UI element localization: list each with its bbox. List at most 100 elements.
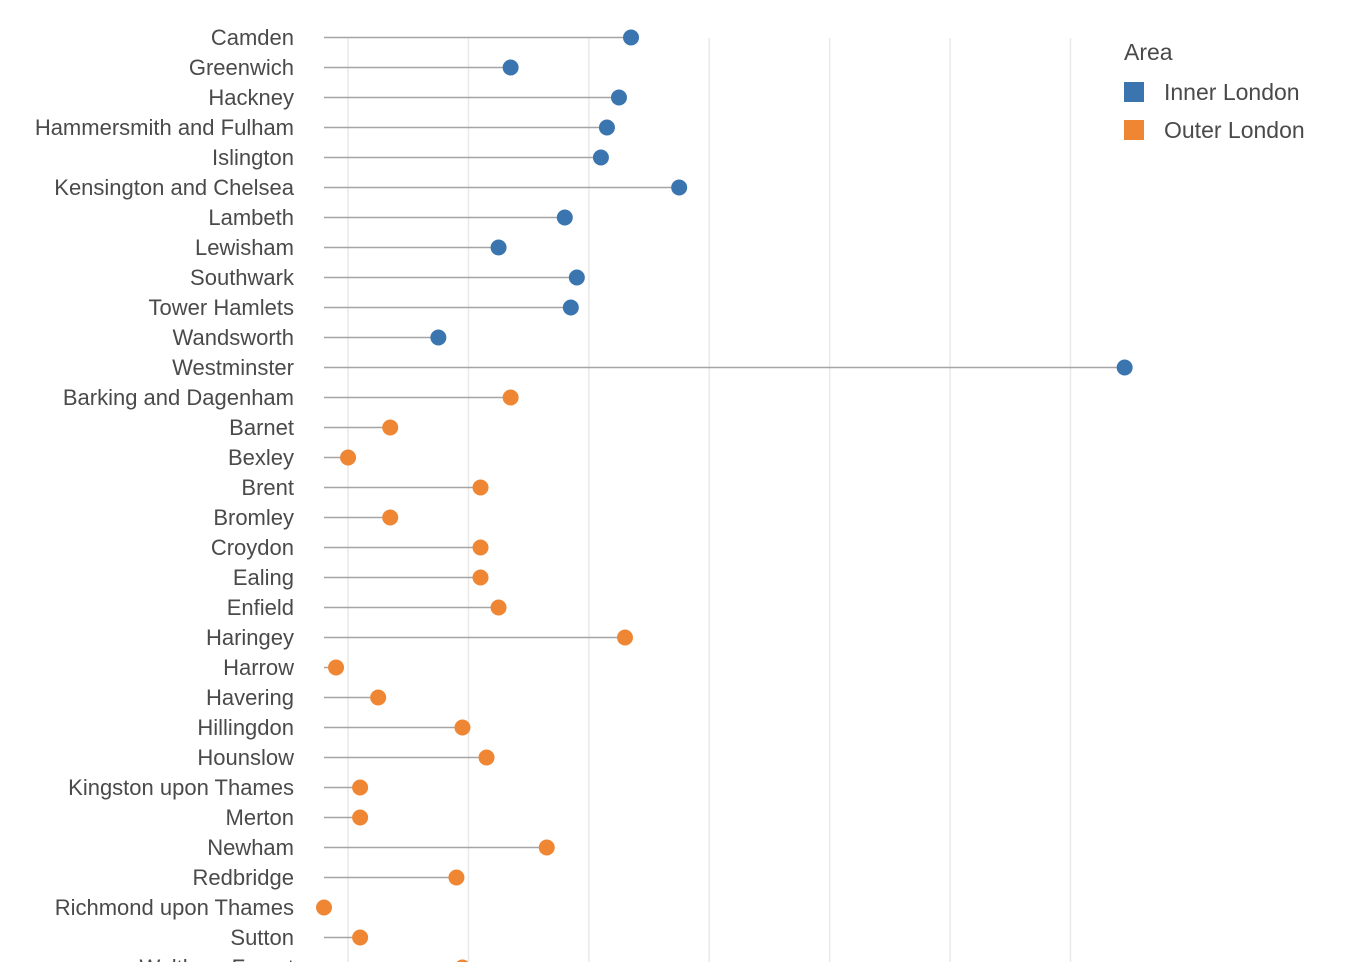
- category-label: Sutton: [230, 925, 294, 950]
- legend-item-inner-london[interactable]: Inner London: [1124, 79, 1300, 105]
- row-haringey: Haringey: [206, 625, 633, 650]
- category-label: Bromley: [213, 505, 294, 530]
- category-label: Hillingdon: [197, 715, 294, 740]
- lollipop-dot[interactable]: [617, 629, 633, 646]
- row-richmond-upon-thames: Richmond upon Thames: [55, 895, 332, 920]
- row-camden: Camden: [211, 25, 640, 50]
- category-label: Bexley: [228, 445, 294, 470]
- lollipop-dot[interactable]: [671, 179, 688, 196]
- category-label: Havering: [206, 685, 294, 710]
- legend-swatch: [1124, 120, 1144, 140]
- lollipop-dot[interactable]: [623, 29, 640, 46]
- row-bexley: Bexley: [228, 445, 357, 470]
- row-kensington-and-chelsea: Kensington and Chelsea: [54, 175, 688, 200]
- category-label: Kensington and Chelsea: [54, 175, 294, 200]
- category-label: Tower Hamlets: [149, 295, 294, 320]
- lollipop-dot[interactable]: [478, 749, 495, 766]
- lollipop-dot[interactable]: [352, 929, 369, 946]
- lollipop-dot[interactable]: [592, 149, 609, 166]
- lollipop-dot[interactable]: [382, 419, 399, 436]
- row-hammersmith-and-fulham: Hammersmith and Fulham: [35, 115, 615, 140]
- category-label: Richmond upon Thames: [55, 895, 294, 920]
- lollipop-dot[interactable]: [340, 449, 357, 466]
- row-brent: Brent: [241, 475, 489, 500]
- row-newham: Newham: [207, 835, 555, 860]
- row-hillingdon: Hillingdon: [197, 715, 471, 740]
- category-label: Barking and Dagenham: [63, 385, 294, 410]
- row-redbridge: Redbridge: [192, 865, 465, 890]
- row-barnet: Barnet: [229, 415, 399, 440]
- row-enfield: Enfield: [227, 595, 507, 620]
- row-greenwich: Greenwich: [189, 55, 519, 80]
- category-label: Haringey: [206, 625, 294, 650]
- row-westminster: Westminster: [172, 355, 1133, 380]
- category-label: Merton: [226, 805, 294, 830]
- legend-item-outer-london[interactable]: Outer London: [1124, 117, 1305, 143]
- lollipop-dot[interactable]: [448, 869, 465, 886]
- category-label: Southwark: [190, 265, 295, 290]
- category-label: Lewisham: [195, 235, 294, 260]
- row-lambeth: Lambeth: [208, 205, 573, 230]
- lollipop-dot[interactable]: [472, 479, 489, 496]
- category-label: Harrow: [223, 655, 294, 680]
- category-label: Hammersmith and Fulham: [35, 115, 294, 140]
- row-islington: Islington: [212, 145, 609, 170]
- lollipop-dot[interactable]: [490, 599, 507, 616]
- category-label: Ealing: [233, 565, 294, 590]
- category-label: Kingston upon Thames: [68, 775, 294, 800]
- category-label: Barnet: [229, 415, 294, 440]
- lollipop-dot[interactable]: [502, 59, 519, 76]
- row-waltham-forest: Waltham Forest: [140, 955, 470, 962]
- lollipop-dot[interactable]: [556, 209, 573, 226]
- row-croydon: Croydon: [211, 535, 489, 560]
- row-harrow: Harrow: [223, 655, 345, 680]
- lollipop-dot[interactable]: [610, 89, 627, 106]
- category-label: Redbridge: [192, 865, 294, 890]
- row-sutton: Sutton: [230, 925, 369, 950]
- lollipop-dot[interactable]: [328, 659, 345, 676]
- lollipop-dot[interactable]: [598, 119, 615, 136]
- lollipop-dot[interactable]: [1116, 359, 1133, 376]
- row-tower-hamlets: Tower Hamlets: [149, 295, 579, 320]
- legend-swatch: [1124, 82, 1144, 102]
- category-label: Enfield: [227, 595, 294, 620]
- category-label: Wandsworth: [173, 325, 294, 350]
- lollipop-dot[interactable]: [382, 509, 399, 526]
- lollipop-dot[interactable]: [454, 959, 470, 962]
- row-kingston-upon-thames: Kingston upon Thames: [68, 775, 369, 800]
- lollipop-dot[interactable]: [352, 809, 369, 826]
- category-label: Croydon: [211, 535, 294, 560]
- lollipop-dot[interactable]: [352, 779, 369, 796]
- lollipop-dot[interactable]: [562, 299, 579, 316]
- legend-label: Inner London: [1164, 79, 1300, 105]
- category-label: Camden: [211, 25, 294, 50]
- row-southwark: Southwark: [190, 265, 585, 290]
- category-label: Hounslow: [197, 745, 294, 770]
- gridlines: [347, 38, 1072, 962]
- row-barking-and-dagenham: Barking and Dagenham: [63, 385, 519, 410]
- lollipop-dot[interactable]: [370, 689, 387, 706]
- lollipop-dot[interactable]: [538, 839, 555, 856]
- row-merton: Merton: [226, 805, 369, 830]
- category-label: Hackney: [208, 85, 294, 110]
- row-lewisham: Lewisham: [195, 235, 507, 260]
- lollipop-dot[interactable]: [430, 329, 447, 346]
- lollipop-dot[interactable]: [316, 899, 332, 916]
- lollipop-dot[interactable]: [454, 719, 471, 736]
- category-label: Westminster: [172, 355, 294, 380]
- category-label: Newham: [207, 835, 294, 860]
- lollipop-dot[interactable]: [490, 239, 507, 256]
- category-label: Lambeth: [208, 205, 294, 230]
- chart-rows: Camden Greenwich Hackney Hammersmith and Fu…: [35, 25, 1133, 962]
- lollipop-dot[interactable]: [568, 269, 585, 286]
- row-bromley: Bromley: [213, 505, 399, 530]
- lollipop-dot[interactable]: [472, 539, 489, 556]
- row-wandsworth: Wandsworth: [173, 325, 447, 350]
- lollipop-dot[interactable]: [502, 389, 519, 406]
- category-label: Brent: [241, 475, 294, 500]
- row-ealing: Ealing: [233, 565, 489, 590]
- lollipop-dot[interactable]: [472, 569, 489, 586]
- legend: Area Inner London Outer London: [1124, 39, 1305, 143]
- row-hackney: Hackney: [208, 85, 627, 110]
